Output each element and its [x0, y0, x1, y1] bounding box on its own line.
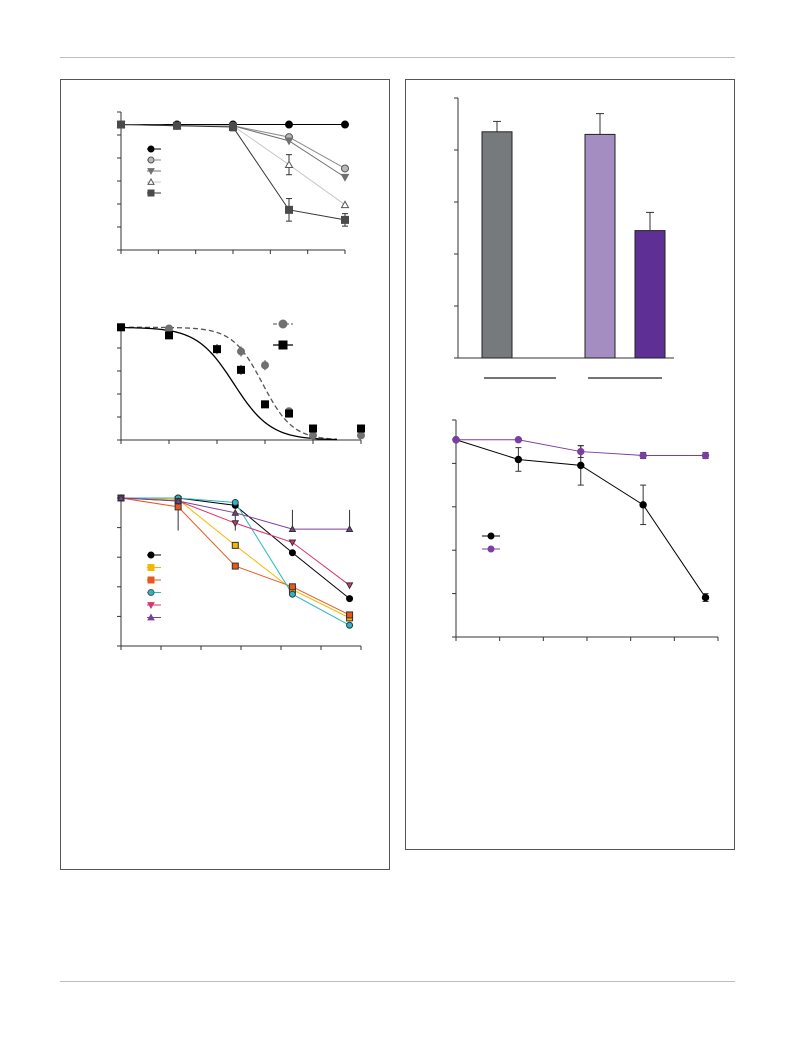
a3-point — [346, 611, 354, 619]
b2-point — [577, 447, 585, 456]
a2-legend-marker — [278, 319, 288, 329]
right-figure-panel — [405, 79, 735, 850]
a2-fit-curve — [120, 326, 338, 441]
a2-point — [285, 409, 293, 418]
b2-point — [452, 436, 460, 444]
a1-point — [284, 137, 294, 146]
a3-point — [231, 562, 239, 570]
a2-point — [117, 323, 125, 332]
a3-legend-marker — [147, 564, 155, 571]
a1-point — [229, 123, 237, 132]
a3-point — [345, 525, 354, 532]
a1-point — [117, 120, 125, 129]
a3-point — [174, 496, 182, 504]
a3-legend-marker — [147, 589, 155, 596]
chart-a1 — [116, 111, 350, 254]
a2-point — [165, 331, 173, 340]
a2-point — [261, 400, 269, 409]
b2-point — [701, 451, 710, 460]
b2-legend-marker — [487, 532, 495, 540]
a1-point — [340, 173, 350, 182]
a2-fit-curve — [120, 326, 338, 440]
chart-b1-bar — [454, 97, 674, 379]
a3-point — [288, 590, 296, 598]
b2-point — [514, 436, 523, 444]
b2-point — [639, 451, 647, 460]
a2-point — [213, 345, 221, 354]
a3-point — [345, 582, 354, 590]
chart-a2 — [117, 319, 365, 444]
chart-a3 — [117, 493, 362, 650]
a3-point — [346, 621, 354, 629]
chart-b2 — [452, 419, 719, 641]
top-rule — [60, 57, 735, 58]
a2-point — [357, 431, 365, 440]
a1-legend-marker — [147, 189, 155, 197]
a1-point — [341, 164, 349, 173]
a1-point — [284, 160, 294, 168]
a1-point — [285, 120, 293, 129]
a1-point — [173, 121, 181, 130]
right-panel-svg — [452, 97, 719, 641]
a3-point — [288, 549, 296, 557]
b2-point — [639, 501, 647, 509]
a2-point — [165, 324, 173, 333]
a2-point — [357, 424, 365, 433]
a2-point — [237, 365, 245, 374]
a3-point — [288, 525, 297, 532]
a1-legend-marker — [147, 156, 155, 164]
b2-point — [514, 455, 523, 464]
a2-point — [309, 424, 317, 433]
a2-point — [309, 431, 317, 440]
a3-legend-marker — [147, 602, 155, 610]
a1-legend-marker — [147, 177, 155, 185]
a3-point — [117, 493, 125, 501]
a1-legend-marker — [147, 145, 155, 153]
a1-point — [341, 215, 349, 224]
a3-point — [231, 508, 240, 516]
a3-point — [288, 583, 296, 591]
a3-point — [288, 539, 297, 547]
a3-point — [346, 595, 354, 603]
a1-point — [340, 200, 350, 209]
a3-legend-marker — [147, 551, 155, 559]
a2-legend-marker — [278, 340, 288, 350]
b1-bar — [634, 230, 666, 359]
a3-point — [231, 498, 239, 506]
a2-point — [261, 361, 269, 370]
a1-legend-marker — [147, 168, 155, 176]
a3-legend-marker — [147, 613, 155, 621]
left-figure-panel — [60, 79, 390, 870]
a1-point — [285, 205, 293, 214]
left-panel-svg — [116, 111, 365, 650]
a1-point — [341, 120, 349, 129]
b2-legend-marker — [487, 545, 495, 553]
a1-series-line — [120, 124, 346, 178]
b1-bar — [481, 131, 513, 359]
b2-point — [577, 461, 585, 470]
b1-bar — [584, 133, 616, 359]
a1-series-line — [120, 124, 346, 221]
a2-point — [237, 347, 245, 356]
bottom-rule — [60, 981, 735, 982]
a3-point — [231, 520, 240, 528]
a3-point — [231, 541, 239, 549]
b2-point — [701, 593, 710, 602]
a3-legend-marker — [147, 576, 155, 584]
